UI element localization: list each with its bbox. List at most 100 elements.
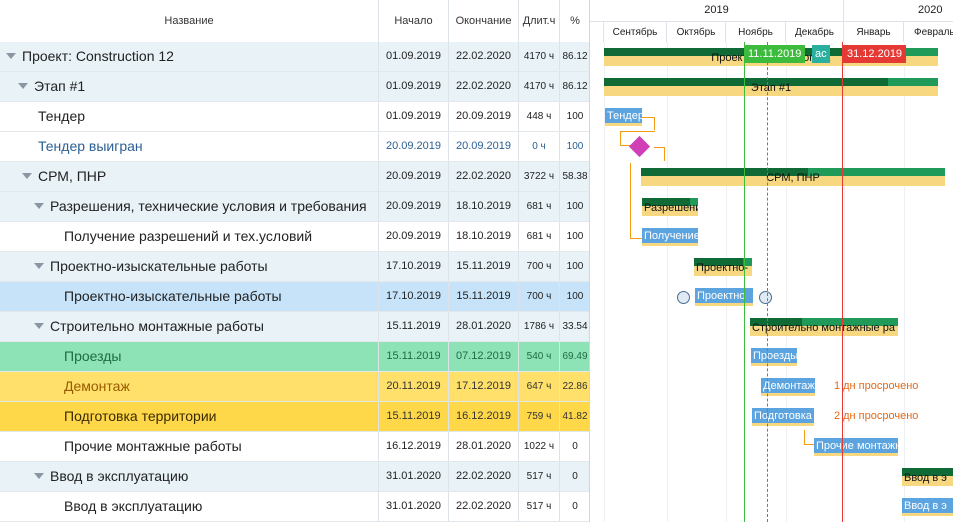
collapse-toggle-icon[interactable]	[6, 53, 16, 60]
task-bar[interactable]: Получение	[642, 228, 698, 246]
collapse-toggle-icon[interactable]	[34, 263, 44, 270]
column-header-duration[interactable]: Длит.ч	[519, 0, 560, 42]
task-name-cell[interactable]: Демонтаж	[0, 372, 379, 401]
task-name-cell[interactable]: Разрешения, технические условия и требов…	[0, 192, 379, 221]
summary-baseline	[641, 176, 945, 186]
table-row[interactable]: Ввод в эксплуатацию 31.01.2020 22.02.2020 5…	[0, 492, 589, 522]
drag-handle-right[interactable]	[759, 291, 772, 304]
duration-cell: 647 ч	[519, 372, 560, 401]
today-flag[interactable]: 11.11.2019	[744, 45, 806, 63]
task-bar[interactable]: Проезды	[751, 348, 797, 366]
collapse-toggle-icon[interactable]	[34, 473, 44, 480]
percent-cell: 0	[572, 501, 578, 512]
collapse-toggle-icon[interactable]	[34, 323, 44, 330]
task-name-cell[interactable]: Проектно-изыскательные работы	[0, 252, 379, 281]
milestone-diamond[interactable]	[628, 135, 651, 158]
column-header-percent[interactable]: %	[570, 15, 580, 27]
task-name-cell[interactable]: Ввод в эксплуатацию	[0, 492, 379, 521]
table-row[interactable]: Демонтаж 20.11.2019 17.12.2019 647 ч 22.86	[0, 372, 589, 402]
deadline-flag[interactable]: 31.12.2019	[843, 45, 907, 63]
percent-cell: 58.38	[562, 171, 588, 182]
task-name-cell[interactable]: Проектно-изыскательные работы	[0, 282, 379, 311]
drag-handle-left[interactable]	[677, 291, 690, 304]
summary-baseline	[642, 206, 698, 216]
start-date-cell: 17.10.2019	[379, 252, 449, 281]
task-name-cell[interactable]: Проект: Construction 12	[0, 42, 379, 71]
column-header-name[interactable]: Название	[0, 0, 379, 42]
column-header-start[interactable]: Начало	[379, 0, 449, 42]
end-date-cell: 22.02.2020	[449, 162, 519, 191]
month-label: Январь	[844, 21, 904, 42]
duration-cell: 0 ч	[519, 132, 560, 161]
task-name-cell[interactable]: Тендер	[0, 102, 379, 131]
duration-cell: 1786 ч	[519, 312, 560, 341]
month-label: Декабрь	[786, 21, 844, 42]
task-name-cell[interactable]: Ввод в эксплуатацию	[0, 462, 379, 491]
task-name-cell[interactable]: Прочие монтажные работы	[0, 432, 379, 461]
table-row[interactable]: Разрешения, технические условия и требов…	[0, 192, 589, 222]
summary-bar[interactable]: Разрешения	[642, 198, 698, 216]
summary-bar[interactable]: Этап #1	[604, 78, 938, 96]
task-bar[interactable]: Ввод в э	[902, 498, 953, 516]
task-name-cell[interactable]: Этап #1	[0, 72, 379, 101]
summary-bar[interactable]: СРМ, ПНР	[641, 168, 945, 186]
overdue-label: 1 дн просрочено	[834, 380, 918, 392]
summary-baseline	[604, 86, 938, 96]
task-name-cell[interactable]: СРМ, ПНР	[0, 162, 379, 191]
task-bar[interactable]: Подготовка	[752, 408, 814, 426]
task-bar[interactable]: Тендер	[605, 108, 642, 126]
task-grid: Название Начало Окончание Длит.ч % Проек…	[0, 0, 590, 522]
start-date-cell: 16.12.2019	[379, 432, 449, 461]
bar-label: Демонтаж	[763, 380, 815, 392]
status-line	[767, 42, 768, 522]
start-date-cell: 20.09.2019	[379, 132, 449, 161]
overdue-label: 2 дн просрочено	[834, 410, 918, 422]
start-date-cell: 17.10.2019	[379, 282, 449, 311]
percent-cell: 22.86	[562, 381, 588, 392]
duration-cell: 448 ч	[519, 102, 560, 131]
task-bar[interactable]: Демонтаж	[761, 378, 815, 396]
end-date-cell: 28.01.2020	[449, 432, 519, 461]
table-row[interactable]: Ввод в эксплуатацию 31.01.2020 22.02.2020 5…	[0, 462, 589, 492]
task-name-cell[interactable]: Тендер выигран	[0, 132, 379, 161]
today-line	[744, 42, 745, 522]
task-name-cell[interactable]: Строительно монтажные работы	[0, 312, 379, 341]
table-row[interactable]: Прочие монтажные работы 16.12.2019 28.01.2…	[0, 432, 589, 462]
table-row[interactable]: Проектно-изыскательные работы 17.10.2019 1…	[0, 282, 589, 312]
summary-bar[interactable]: Строительно монтажные ра	[750, 318, 898, 336]
task-bar[interactable]: Проектно	[695, 288, 753, 306]
column-header-end[interactable]: Окончание	[449, 0, 519, 42]
duration-cell: 681 ч	[519, 222, 560, 251]
dependency-line	[654, 147, 664, 148]
collapse-toggle-icon[interactable]	[34, 203, 44, 210]
collapse-toggle-icon[interactable]	[22, 173, 32, 180]
table-row[interactable]: СРМ, ПНР 20.09.2019 22.02.2020 3722 ч 58.38	[0, 162, 589, 192]
task-name-cell[interactable]: Проезды	[0, 342, 379, 371]
table-row[interactable]: Тендер 01.09.2019 20.09.2019 448 ч 100	[0, 102, 589, 132]
task-bar[interactable]: Прочие монтажные	[814, 438, 898, 456]
bar-label: СРМ, ПНР	[766, 172, 820, 184]
end-date-cell: 22.02.2020	[449, 492, 519, 521]
table-row[interactable]: Строительно монтажные работы 15.11.2019 28…	[0, 312, 589, 342]
task-name-cell[interactable]: Подготовка территории	[0, 402, 379, 431]
bar-label: Получение	[644, 230, 698, 242]
table-row[interactable]: Проезды 15.11.2019 07.12.2019 540 ч 69.49	[0, 342, 589, 372]
table-row[interactable]: Этап #1 01.09.2019 22.02.2020 4170 ч 86.12	[0, 72, 589, 102]
summary-progress-done	[642, 198, 690, 206]
table-row[interactable]: Подготовка территории 15.11.2019 16.12.201…	[0, 402, 589, 432]
percent-cell: 0	[572, 471, 578, 482]
bar-label: Проезды	[753, 350, 797, 362]
task-name: Проектно-изыскательные работы	[50, 258, 268, 274]
end-date-cell: 18.10.2019	[449, 192, 519, 221]
table-row[interactable]: Тендер выигран 20.09.2019 20.09.2019 0 ч 100	[0, 132, 589, 162]
dependency-line	[654, 117, 655, 130]
bar-label: Проектно-	[696, 262, 749, 274]
summary-bar[interactable]: Ввод в э	[902, 468, 953, 486]
table-row[interactable]: Проект: Construction 12 01.09.2019 22.02.2…	[0, 42, 589, 72]
summary-bar[interactable]: Проектно-	[694, 258, 752, 276]
task-name-cell[interactable]: Получение разрешений и тех.условий	[0, 222, 379, 251]
collapse-toggle-icon[interactable]	[18, 83, 28, 90]
bar-label: Строительно монтажные ра	[752, 322, 895, 334]
table-row[interactable]: Получение разрешений и тех.условий 20.09.…	[0, 222, 589, 252]
table-row[interactable]: Проектно-изыскательные работы 17.10.2019 1…	[0, 252, 589, 282]
